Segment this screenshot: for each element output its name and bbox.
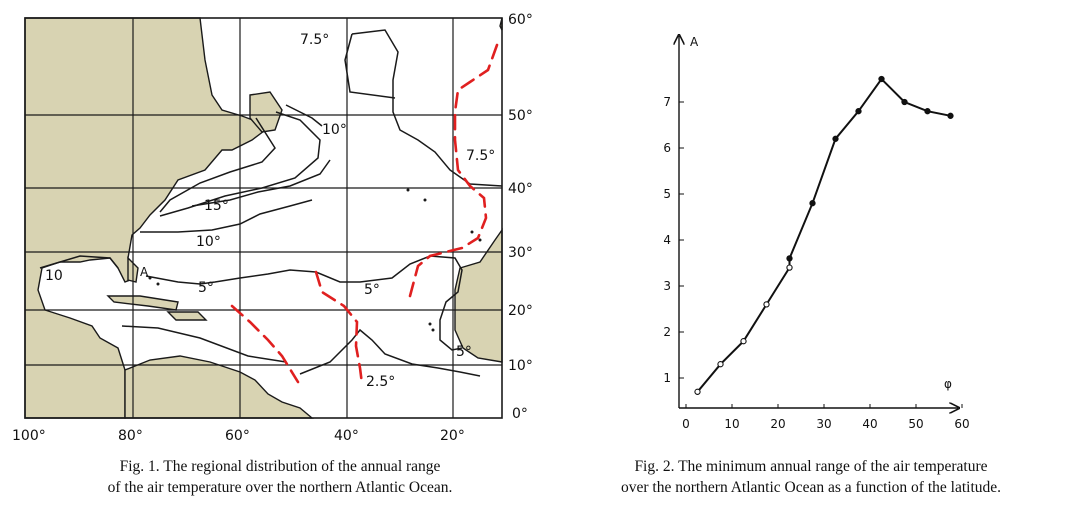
data-point — [855, 108, 862, 115]
latitude-labels: 60° 50° 40° 30° 20° 10° 0° — [508, 12, 533, 422]
figure2-caption-line2: over the northern Atlantic Ocean as a fu… — [620, 479, 1002, 496]
isoline-label: 5° — [198, 280, 214, 296]
figure2-caption: Fig. 2. The minimum annual range of the … — [556, 456, 1066, 498]
x-tick-label: 60 — [954, 417, 969, 431]
map-frame — [24, 17, 503, 419]
x-ticks: 0 10 20 30 40 50 60 — [682, 404, 970, 431]
data-point — [878, 75, 885, 83]
map-islands — [148, 188, 482, 332]
lat-label: 50° — [508, 108, 533, 124]
isoline-label: 7.5° — [300, 32, 329, 48]
data-point — [740, 338, 747, 345]
map-grid — [25, 18, 502, 418]
x-axis-label: φ — [944, 377, 952, 391]
lat-label: 20° — [508, 303, 533, 319]
x-tick-label: 0 — [682, 417, 690, 431]
data-point — [786, 264, 793, 271]
isoline-label: 5° — [456, 344, 472, 360]
y-tick-label: 5 — [663, 187, 671, 201]
y-axis-label: A — [690, 35, 699, 49]
y-tick-label: 6 — [663, 141, 671, 155]
lon-label: 100° — [12, 428, 46, 444]
map-isolines — [39, 29, 503, 377]
isoline-label: 5° — [364, 282, 380, 298]
lon-label: 60° — [225, 428, 250, 444]
series — [694, 75, 954, 395]
lon-label: 20° — [440, 428, 465, 444]
isoline-label: 2.5° — [366, 374, 395, 390]
figure1-caption-line2: of the air temperature over the northern… — [107, 479, 453, 496]
map-land — [24, 17, 503, 419]
lat-label: 10° — [508, 358, 533, 374]
data-point — [786, 255, 793, 262]
y-tick-label: 2 — [663, 325, 671, 339]
lat-label: 30° — [508, 245, 533, 261]
data-point — [901, 98, 908, 106]
lat-label: 60° — [508, 12, 533, 28]
data-point — [924, 108, 931, 115]
x-tick-label: 20 — [770, 417, 785, 431]
data-point — [717, 361, 724, 368]
latitude-range-chart: A φ 0 10 20 30 40 50 60 1 2 3 4 5 6 7 — [663, 0, 970, 431]
lat-label: 0° — [512, 406, 528, 422]
atlantic-map-figure: 7.5° 10° 15° 10° 10 5° 5° 5° 7.5° 2.5° A… — [12, 12, 533, 444]
data-point — [694, 388, 701, 395]
point-label: A — [140, 265, 149, 279]
isoline-label: 10 — [45, 268, 63, 284]
y-tick-label: 1 — [663, 371, 671, 385]
y-tick-label: 4 — [663, 233, 671, 247]
x-tick-label: 40 — [862, 417, 877, 431]
isoline-label: 10° — [196, 234, 221, 250]
map-boundary-lines — [230, 43, 499, 386]
x-tick-label: 30 — [816, 417, 831, 431]
lon-label: 40° — [334, 428, 359, 444]
figure1-caption-line1: Fig. 1. The regional distribution of the… — [119, 458, 441, 475]
lon-label: 80° — [118, 428, 143, 444]
data-point — [763, 301, 770, 308]
isoline-label: 15° — [204, 198, 229, 214]
figure1-caption: Fig. 1. The regional distribution of the… — [20, 456, 540, 498]
x-tick-label: 50 — [908, 417, 923, 431]
series-line — [696, 77, 951, 393]
map-isoline-labels: 7.5° 10° 15° 10° 10 5° 5° 5° 7.5° 2.5° A — [45, 32, 495, 390]
y-tick-label: 7 — [663, 95, 671, 109]
y-tick-label: 3 — [663, 279, 671, 293]
isoline-label: 10° — [322, 122, 347, 138]
data-point — [947, 112, 954, 119]
lat-label: 40° — [508, 181, 533, 197]
isoline-label: 7.5° — [466, 148, 495, 164]
x-tick-label: 10 — [724, 417, 739, 431]
figure2-caption-line1: Fig. 2. The minimum annual range of the … — [634, 458, 988, 475]
data-point — [809, 200, 816, 207]
data-point — [832, 135, 839, 142]
longitude-labels: 100° 80° 60° 40° 20° — [12, 428, 465, 444]
y-ticks: 1 2 3 4 5 6 7 — [663, 95, 684, 385]
